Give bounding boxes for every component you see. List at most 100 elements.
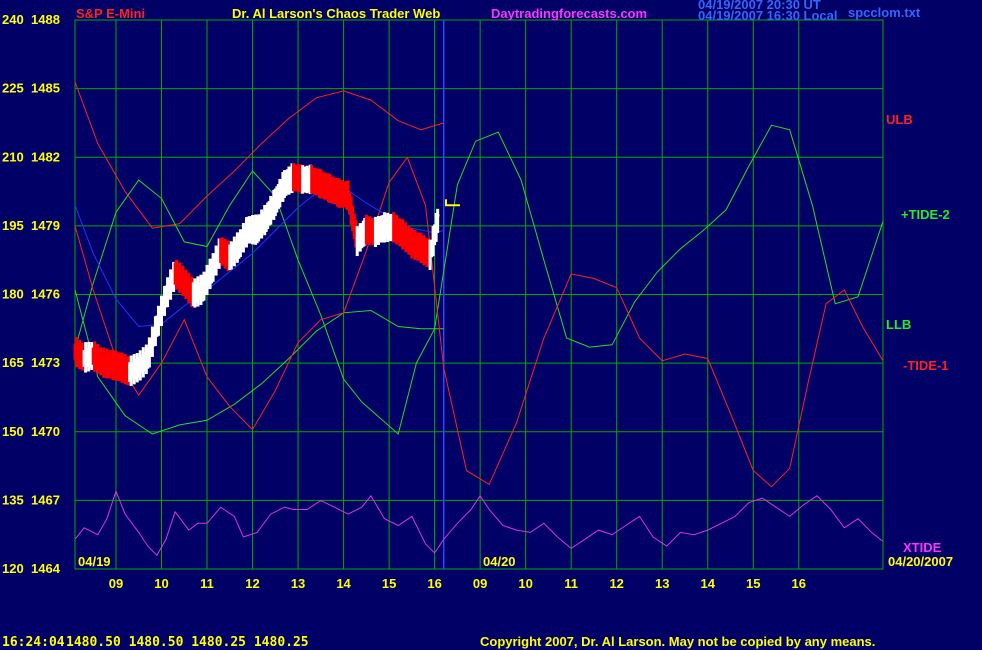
price-bar bbox=[395, 214, 399, 245]
price-bar bbox=[203, 273, 207, 294]
price-bar bbox=[278, 178, 282, 208]
price-bar bbox=[138, 350, 142, 381]
price-bar bbox=[122, 360, 126, 378]
price-bar bbox=[410, 228, 414, 259]
price-bar bbox=[413, 230, 417, 260]
price-bar bbox=[128, 362, 132, 382]
price-bar bbox=[298, 167, 302, 191]
price-bar bbox=[258, 214, 262, 239]
price-bar bbox=[237, 233, 241, 259]
day-label-next: 04/20 bbox=[483, 554, 516, 569]
price-bar bbox=[287, 166, 291, 195]
x-tick-label: 16 bbox=[427, 576, 441, 591]
price-bar bbox=[100, 354, 104, 372]
price-bar bbox=[346, 180, 350, 211]
price-bar bbox=[111, 349, 115, 381]
price-bar bbox=[235, 232, 239, 263]
price-bar bbox=[149, 339, 153, 357]
price-bar bbox=[84, 342, 88, 373]
price-bar bbox=[243, 225, 247, 246]
price-bar bbox=[373, 216, 377, 248]
y-tick-label-right: 1467 bbox=[31, 492, 60, 507]
price-bar bbox=[228, 244, 232, 271]
price-bar bbox=[247, 216, 251, 244]
axis-labels: 240 1488 225 1485 210 1482 195 1479 180 1476 165 14… bbox=[2, 12, 806, 591]
price-bar bbox=[226, 240, 230, 272]
price-bar bbox=[152, 327, 156, 347]
price-bar bbox=[90, 342, 94, 370]
price-bar bbox=[270, 197, 274, 219]
price-bar bbox=[156, 305, 160, 336]
price-bar bbox=[85, 348, 89, 368]
price-bar bbox=[205, 264, 209, 296]
price-bar bbox=[264, 204, 268, 232]
price-bar bbox=[416, 232, 420, 261]
price-bar bbox=[120, 352, 124, 383]
price-bar bbox=[194, 282, 198, 303]
price-bar bbox=[181, 265, 185, 296]
price-bar bbox=[342, 181, 346, 208]
price-bar bbox=[199, 274, 203, 306]
price-bar bbox=[159, 295, 163, 327]
price-bar bbox=[328, 173, 332, 204]
price-bar bbox=[348, 192, 352, 215]
price-bar bbox=[108, 350, 112, 379]
price-bar bbox=[407, 226, 411, 255]
price-bar bbox=[153, 316, 157, 346]
price-bar bbox=[269, 195, 273, 225]
price-bar bbox=[99, 347, 103, 376]
price-bar bbox=[115, 356, 119, 378]
price-bar bbox=[366, 219, 370, 242]
price-bar bbox=[79, 344, 83, 368]
price-bar bbox=[408, 229, 412, 255]
price-bar bbox=[358, 223, 362, 252]
price-bar bbox=[191, 282, 195, 306]
price-bar bbox=[88, 345, 92, 368]
price-bar bbox=[78, 339, 82, 370]
price-bar bbox=[81, 343, 85, 371]
y-tick-label-left: 210 bbox=[2, 149, 24, 164]
price-bar bbox=[302, 167, 306, 193]
price-bar bbox=[387, 216, 391, 240]
y-tick-label-right: 1482 bbox=[31, 149, 60, 164]
price-bar bbox=[427, 241, 431, 267]
y-tick-label-left: 240 bbox=[2, 12, 24, 27]
timestamp-line-1: 04/19/2007 20:30 UT bbox=[698, 0, 821, 12]
price-bar bbox=[240, 229, 244, 253]
price-bar bbox=[325, 175, 329, 200]
price-bar bbox=[434, 213, 438, 242]
price-bar bbox=[161, 297, 165, 316]
price-bar bbox=[129, 355, 133, 386]
price-bar bbox=[311, 168, 315, 193]
price-bar bbox=[288, 168, 292, 191]
price-bar bbox=[261, 212, 265, 233]
price-bar bbox=[419, 232, 423, 264]
price-bar bbox=[276, 184, 280, 209]
instrument-title: S&P E-Mini bbox=[76, 6, 145, 21]
series-line-tide-2 bbox=[74, 124, 884, 435]
series-line-tide-1 bbox=[74, 156, 884, 488]
y-tick-label-left: 180 bbox=[2, 287, 24, 302]
price-bar bbox=[386, 212, 390, 243]
price-bar bbox=[137, 357, 141, 378]
x-tick-label: 14 bbox=[701, 576, 716, 591]
price-bar bbox=[131, 362, 135, 379]
price-bar bbox=[322, 172, 326, 200]
price-bar bbox=[369, 218, 373, 244]
price-bar bbox=[182, 271, 186, 295]
price-bar bbox=[214, 245, 218, 276]
price-bar bbox=[252, 220, 256, 241]
price-bar bbox=[375, 221, 379, 243]
y-tick-label-left: 120 bbox=[2, 561, 24, 576]
price-bar bbox=[331, 176, 335, 204]
price-bar bbox=[146, 347, 150, 369]
price-bar bbox=[75, 336, 79, 368]
price-bar bbox=[390, 214, 394, 241]
price-bar bbox=[147, 337, 151, 368]
price-bar bbox=[305, 165, 309, 194]
price-bar bbox=[332, 177, 336, 205]
price-bar bbox=[372, 218, 376, 246]
x-tick-label: 12 bbox=[245, 576, 259, 591]
price-bar bbox=[249, 218, 253, 242]
